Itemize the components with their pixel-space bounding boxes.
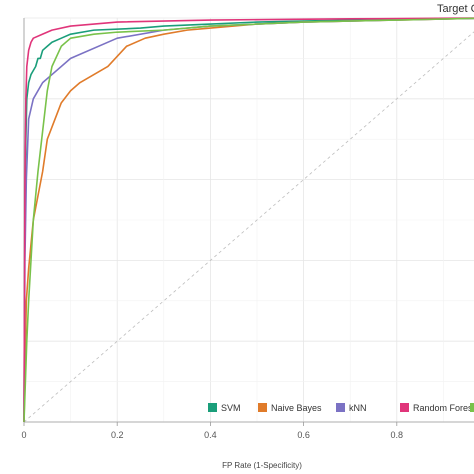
series-line-4: [23, 17, 474, 423]
x-axis-ticks: 0 0.2 0.4 0.6 0.8: [21, 422, 403, 440]
x-axis-title: FP Rate (1-Specificity): [222, 461, 302, 470]
x-tick-label-1: 0.2: [111, 430, 124, 440]
legend: SVM Naive Bayes kNN Random Forest: [208, 403, 474, 413]
legend-swatch-2: [336, 403, 345, 412]
grid-lines: [23, 17, 474, 423]
x-tick-label-2: 0.4: [204, 430, 217, 440]
chance-diagonal: [23, 31, 474, 423]
legend-label-1: Naive Bayes: [271, 403, 322, 413]
legend-swatch-4: [470, 403, 474, 412]
legend-label-0: SVM: [221, 403, 241, 413]
legend-swatch-3: [400, 403, 409, 412]
x-tick-label-0: 0: [21, 430, 26, 440]
series-lines: [23, 17, 474, 423]
x-tick-label-4: 0.8: [391, 430, 404, 440]
series-line-0: [23, 17, 474, 423]
series-line-3: [23, 17, 474, 423]
legend-swatch-1: [258, 403, 267, 412]
legend-label-3: Random Forest: [413, 403, 474, 413]
chart-title: Target C: [437, 3, 474, 15]
x-tick-label-3: 0.6: [297, 430, 310, 440]
legend-label-2: kNN: [349, 403, 367, 413]
legend-swatch-0: [208, 403, 217, 412]
